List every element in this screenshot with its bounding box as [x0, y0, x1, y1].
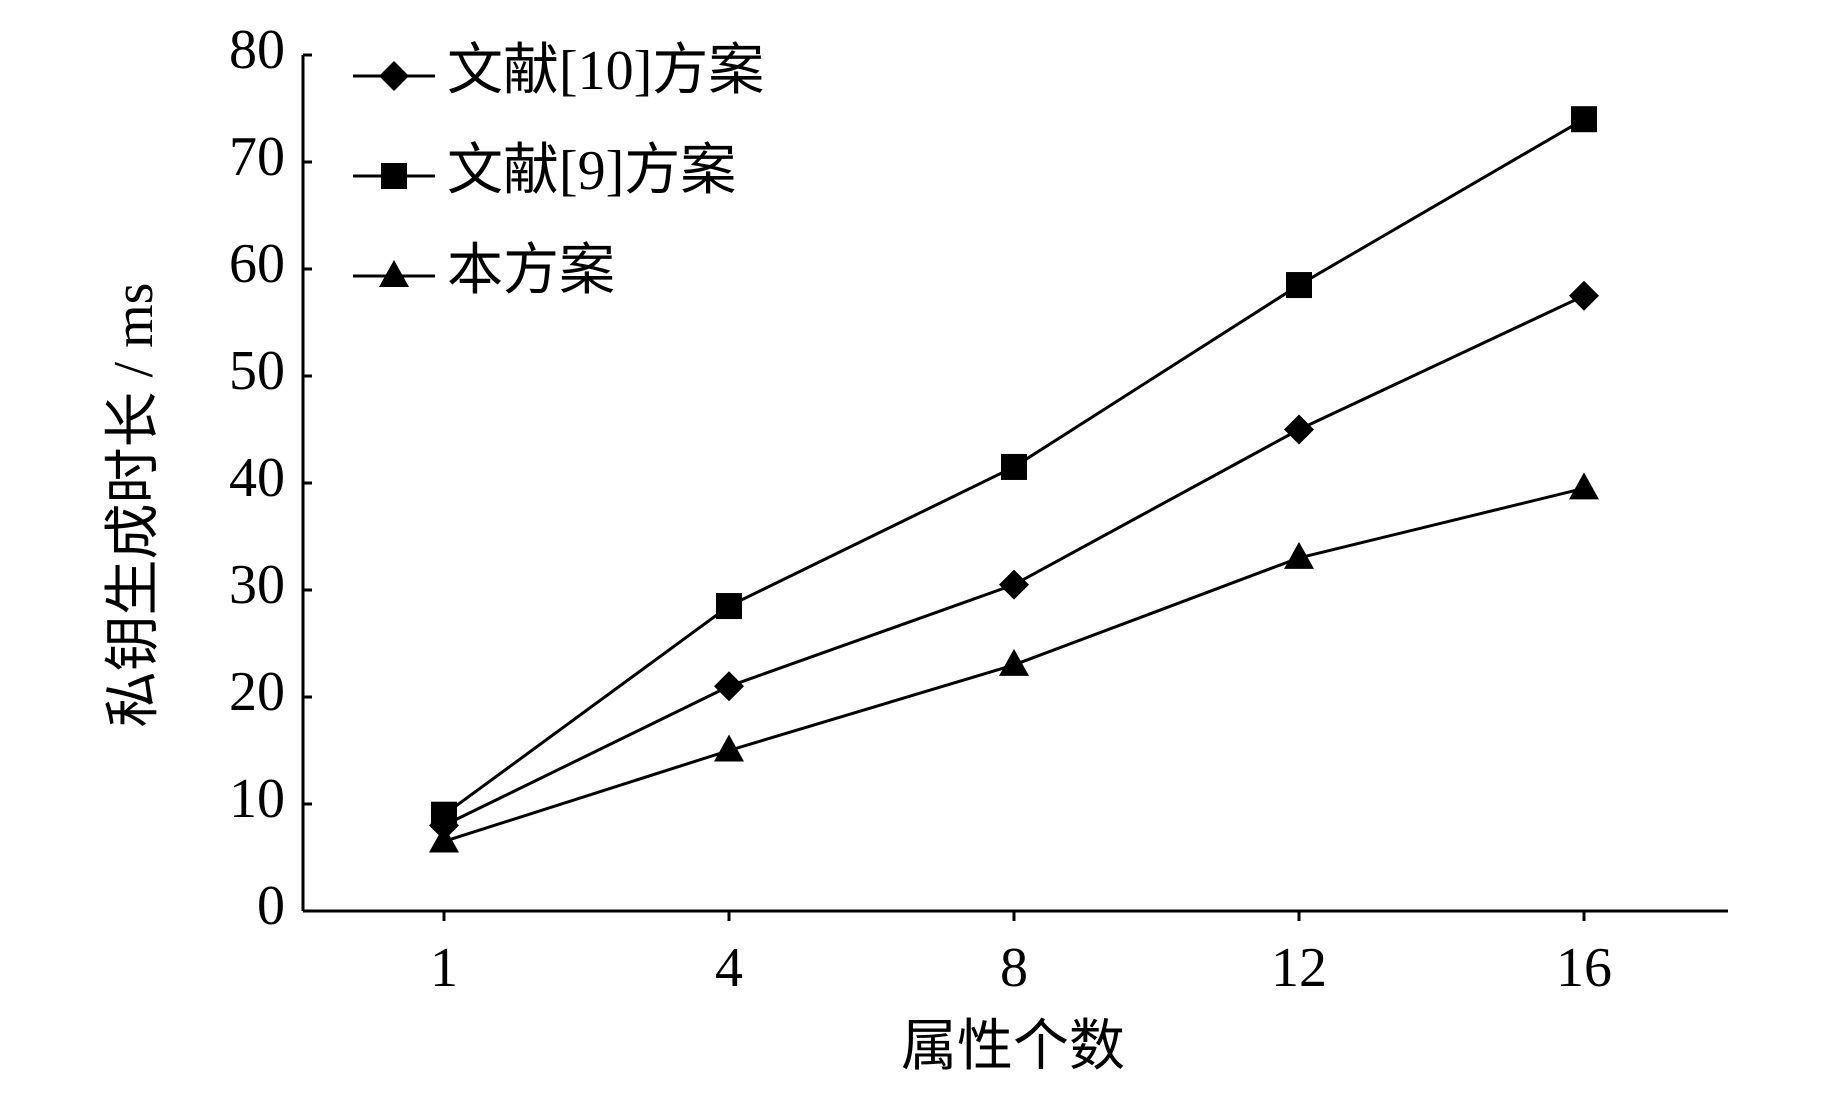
y-tick-label: 10 — [229, 768, 285, 830]
marker — [1284, 541, 1314, 569]
y-axis-label: 私钥生成时长 / ms — [103, 283, 165, 728]
legend-label: 文献[10]方案 — [447, 40, 764, 102]
legend-marker — [379, 61, 409, 91]
marker — [1286, 272, 1312, 299]
legend-label: 本方案 — [447, 240, 615, 302]
marker — [714, 734, 744, 762]
marker — [431, 801, 457, 828]
x-tick-label: 16 — [1556, 937, 1612, 999]
y-tick-label: 20 — [229, 661, 285, 723]
marker — [1569, 472, 1599, 500]
y-tick-label: 80 — [229, 19, 285, 81]
marker — [1001, 453, 1027, 480]
x-tick-label: 12 — [1271, 937, 1327, 999]
marker — [1571, 106, 1597, 133]
x-tick-label: 1 — [430, 937, 458, 999]
marker — [714, 671, 744, 702]
marker — [1569, 280, 1599, 311]
series-line — [443, 294, 1585, 827]
x-tick-label: 4 — [715, 937, 743, 999]
y-tick-label: 40 — [229, 447, 285, 509]
marker — [999, 569, 1029, 600]
legend-marker — [381, 163, 407, 189]
y-tick-label: 30 — [229, 554, 285, 616]
x-tick-label: 8 — [1000, 937, 1028, 999]
legend-label: 文献[9]方案 — [447, 140, 736, 202]
marker — [1284, 414, 1314, 445]
marker — [999, 648, 1029, 676]
marker — [429, 825, 459, 853]
marker — [716, 593, 742, 620]
legend-marker — [379, 260, 409, 287]
x-axis-label: 属性个数 — [901, 1016, 1125, 1078]
y-tick-label: 50 — [229, 340, 285, 402]
y-tick-label: 70 — [229, 126, 285, 188]
y-tick-label: 60 — [229, 233, 285, 295]
y-tick-label: 0 — [257, 875, 285, 937]
